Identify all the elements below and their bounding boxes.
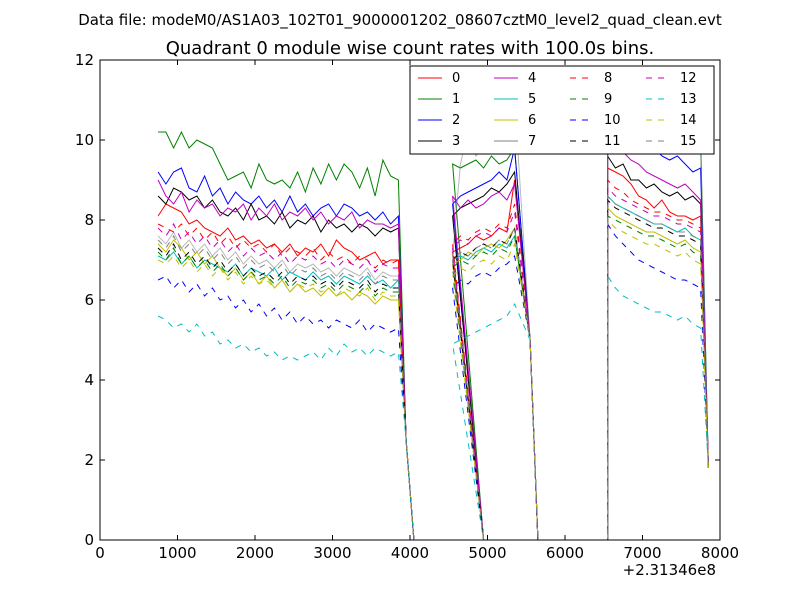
axis-ticks: 0 1000 2000 3000 4000 5000 6000 7000 80000246810…: [75, 51, 739, 562]
legend-label-10: 10: [604, 113, 621, 128]
series-line-14: [157, 218, 709, 541]
legend-label-7: 7: [528, 134, 536, 149]
series-line-4: [157, 123, 709, 541]
legend-label-1: 1: [452, 92, 460, 107]
legend-label-4: 4: [528, 71, 536, 86]
x-tick-label: 0: [95, 544, 105, 562]
x-tick-label: 4000: [391, 544, 429, 562]
series-line-8: [157, 178, 709, 541]
legend-label-13: 13: [680, 92, 697, 107]
series-line-13: [157, 274, 709, 541]
legend-label-12: 12: [680, 71, 697, 86]
legend-label-8: 8: [604, 71, 612, 86]
x-tick-label: 3000: [313, 544, 351, 562]
chart-title: Quadrant 0 module wise count rates with …: [166, 38, 655, 59]
series-line-0: [157, 167, 709, 541]
series-line-6: [157, 206, 709, 541]
x-offset-label: +2.31346e8: [623, 561, 716, 579]
legend-label-9: 9: [604, 92, 612, 107]
y-tick-label: 4: [84, 371, 94, 389]
legend-label-5: 5: [528, 92, 536, 107]
y-tick-label: 8: [84, 211, 94, 229]
legend-label-15: 15: [680, 134, 697, 149]
series-line-11: [157, 198, 709, 541]
legend-label-11: 11: [604, 134, 621, 149]
legend-box: [409, 65, 715, 155]
x-tick-label: 6000: [546, 544, 584, 562]
legend-label-2: 2: [452, 113, 460, 128]
legend-label-3: 3: [452, 134, 460, 149]
y-tick-label: 6: [84, 291, 94, 309]
x-tick-label: 8000: [701, 544, 739, 562]
series-line-2: [157, 131, 709, 541]
y-tick-label: 12: [75, 51, 94, 69]
x-tick-label: 2000: [236, 544, 274, 562]
legend-label-14: 14: [680, 113, 697, 128]
x-tick-label: 1000: [158, 544, 196, 562]
series-line-15: [157, 194, 709, 541]
y-tick-label: 10: [75, 131, 94, 149]
suptitle: Data file: modeM0/AS1A03_102T01_90000012…: [78, 11, 722, 30]
legend-label-0: 0: [452, 71, 460, 86]
series-line-12: [157, 186, 709, 541]
x-tick-label: 7000: [623, 544, 661, 562]
series-line-5: [157, 194, 709, 541]
y-tick-label: 2: [84, 451, 94, 469]
x-tick-label: 5000: [468, 544, 506, 562]
legend-label-6: 6: [528, 113, 536, 128]
y-tick-label: 0: [84, 531, 94, 549]
series-line-9: [157, 215, 709, 541]
